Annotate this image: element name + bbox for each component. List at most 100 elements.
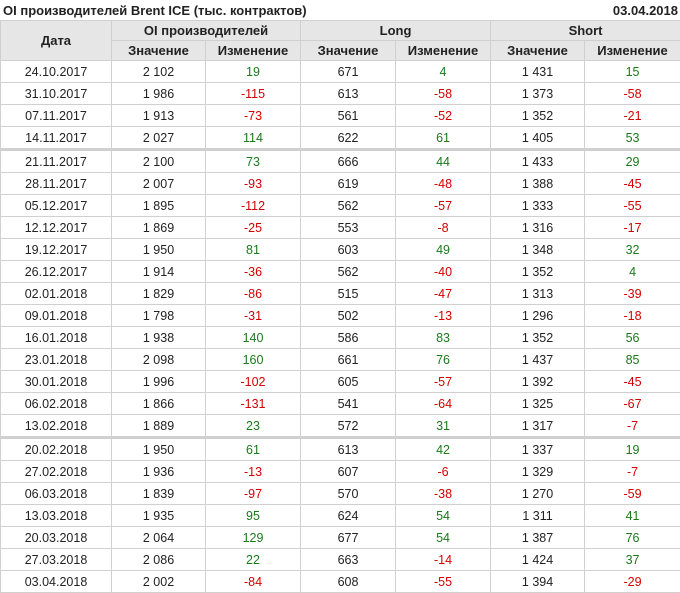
cell-oi-value: 1 839 bbox=[112, 483, 206, 505]
cell-short-value: 1 388 bbox=[491, 173, 585, 195]
cell-long-change: -38 bbox=[396, 483, 491, 505]
cell-date: 28.11.2017 bbox=[1, 173, 112, 195]
cell-short-change: 15 bbox=[585, 61, 680, 83]
cell-oi-value: 1 938 bbox=[112, 327, 206, 349]
cell-long-change: -52 bbox=[396, 105, 491, 127]
cell-short-change: -29 bbox=[585, 571, 680, 593]
cell-oi-value: 1 914 bbox=[112, 261, 206, 283]
cell-long-change: 42 bbox=[396, 438, 491, 461]
cell-short-value: 1 387 bbox=[491, 527, 585, 549]
cell-short-change: -59 bbox=[585, 483, 680, 505]
cell-short-change: 41 bbox=[585, 505, 680, 527]
cell-long-value: 619 bbox=[301, 173, 396, 195]
cell-oi-change: -102 bbox=[206, 371, 301, 393]
cell-short-change: -45 bbox=[585, 371, 680, 393]
cell-long-change: 61 bbox=[396, 127, 491, 150]
cell-oi-change: -93 bbox=[206, 173, 301, 195]
cell-long-change: 83 bbox=[396, 327, 491, 349]
cell-short-change: 32 bbox=[585, 239, 680, 261]
cell-long-value: 677 bbox=[301, 527, 396, 549]
cell-date: 14.11.2017 bbox=[1, 127, 112, 150]
cell-oi-value: 1 889 bbox=[112, 415, 206, 438]
cell-long-value: 666 bbox=[301, 150, 396, 173]
cell-date: 06.02.2018 bbox=[1, 393, 112, 415]
cell-oi-value: 2 002 bbox=[112, 571, 206, 593]
cell-oi-change: 23 bbox=[206, 415, 301, 438]
cell-oi-change: 22 bbox=[206, 549, 301, 571]
cell-long-value: 541 bbox=[301, 393, 396, 415]
cell-oi-change: -73 bbox=[206, 105, 301, 127]
cell-date: 16.01.2018 bbox=[1, 327, 112, 349]
cell-oi-change: -131 bbox=[206, 393, 301, 415]
title-bar: OI производителей Brent ICE (тыс. контра… bbox=[0, 0, 680, 20]
cell-oi-value: 2 102 bbox=[112, 61, 206, 83]
cell-short-change: -17 bbox=[585, 217, 680, 239]
cell-long-value: 515 bbox=[301, 283, 396, 305]
cell-oi-change: -36 bbox=[206, 261, 301, 283]
cell-long-change: -13 bbox=[396, 305, 491, 327]
cell-oi-value: 1 935 bbox=[112, 505, 206, 527]
cell-oi-value: 2 098 bbox=[112, 349, 206, 371]
cell-date: 06.03.2018 bbox=[1, 483, 112, 505]
cell-long-change: 31 bbox=[396, 415, 491, 438]
cell-oi-value: 2 086 bbox=[112, 549, 206, 571]
cell-long-change: 76 bbox=[396, 349, 491, 371]
cell-oi-value: 1 950 bbox=[112, 239, 206, 261]
cell-date: 26.12.2017 bbox=[1, 261, 112, 283]
cell-oi-value: 2 027 bbox=[112, 127, 206, 150]
cell-short-value: 1 437 bbox=[491, 349, 585, 371]
cell-oi-change: 114 bbox=[206, 127, 301, 150]
header-oi-value: Значение bbox=[112, 41, 206, 61]
cell-oi-change: 129 bbox=[206, 527, 301, 549]
cell-short-change: -58 bbox=[585, 83, 680, 105]
header-long-value: Значение bbox=[301, 41, 396, 61]
cell-long-change: -55 bbox=[396, 571, 491, 593]
cell-short-change: -21 bbox=[585, 105, 680, 127]
cell-long-value: 622 bbox=[301, 127, 396, 150]
cell-short-change: -7 bbox=[585, 415, 680, 438]
cell-oi-value: 1 829 bbox=[112, 283, 206, 305]
cell-short-value: 1 337 bbox=[491, 438, 585, 461]
cell-long-change: -40 bbox=[396, 261, 491, 283]
cell-long-value: 561 bbox=[301, 105, 396, 127]
cell-long-change: -58 bbox=[396, 83, 491, 105]
cell-date: 23.01.2018 bbox=[1, 349, 112, 371]
cell-date: 20.02.2018 bbox=[1, 438, 112, 461]
cell-oi-value: 1 996 bbox=[112, 371, 206, 393]
cell-long-change: -57 bbox=[396, 195, 491, 217]
header-long: Long bbox=[301, 21, 491, 41]
cell-short-change: -55 bbox=[585, 195, 680, 217]
cell-short-value: 1 325 bbox=[491, 393, 585, 415]
cell-long-value: 570 bbox=[301, 483, 396, 505]
cell-date: 27.03.2018 bbox=[1, 549, 112, 571]
cell-oi-change: -84 bbox=[206, 571, 301, 593]
cell-long-change: 4 bbox=[396, 61, 491, 83]
cell-oi-value: 1 866 bbox=[112, 393, 206, 415]
cell-long-value: 608 bbox=[301, 571, 396, 593]
cell-date: 13.03.2018 bbox=[1, 505, 112, 527]
cell-long-value: 607 bbox=[301, 461, 396, 483]
cell-oi-change: -115 bbox=[206, 83, 301, 105]
cell-oi-change: 160 bbox=[206, 349, 301, 371]
header-long-change: Изменение bbox=[396, 41, 491, 61]
cell-long-change: -64 bbox=[396, 393, 491, 415]
cell-short-value: 1 296 bbox=[491, 305, 585, 327]
cell-oi-change: 95 bbox=[206, 505, 301, 527]
header-short: Short bbox=[491, 21, 680, 41]
cell-date: 24.10.2017 bbox=[1, 61, 112, 83]
cell-long-change: 49 bbox=[396, 239, 491, 261]
cell-short-value: 1 352 bbox=[491, 261, 585, 283]
cell-date: 02.01.2018 bbox=[1, 283, 112, 305]
cell-long-change: 54 bbox=[396, 527, 491, 549]
